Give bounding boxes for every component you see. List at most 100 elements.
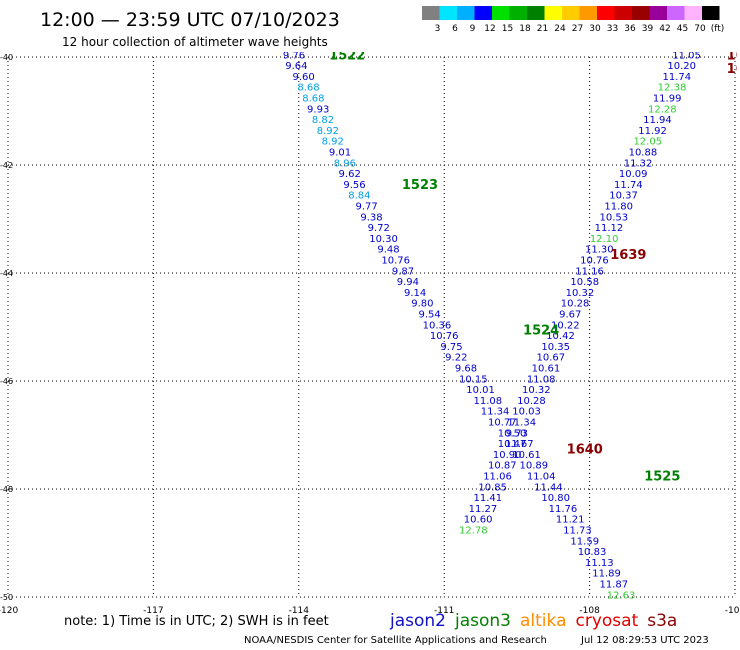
- swh-value: 10.32: [522, 385, 551, 396]
- swh-value: 9.48: [377, 245, 399, 256]
- swh-value: 9.94: [397, 277, 419, 288]
- swh-value: 11.08: [473, 396, 502, 407]
- swh-value: 11.04: [527, 472, 556, 483]
- swh-value: 11.16: [575, 266, 604, 277]
- swh-value: 11.08: [527, 374, 556, 385]
- swh-value: 10.50: [498, 428, 527, 439]
- swh-value: 9.62: [339, 169, 361, 180]
- swh-value: 11.06: [483, 472, 512, 483]
- color-scale-legend: 3 6 9 12 15 18 21 24 27 30 33 36 39 42 45 70 (ft): [422, 6, 724, 34]
- swh-value: 9.38: [360, 212, 382, 223]
- satellite-jason2: jason2: [389, 611, 446, 631]
- swh-value: 11.32: [624, 158, 653, 169]
- track-label: 1522: [329, 48, 365, 63]
- track-label: 1524: [523, 324, 559, 339]
- scale-swatch: [702, 6, 720, 20]
- scale-label: 39: [642, 24, 654, 34]
- scale-label: 70: [694, 24, 706, 34]
- swh-value: 10.76: [580, 256, 609, 267]
- swh-value: 11.30: [585, 245, 614, 256]
- scale-swatch: [614, 6, 632, 20]
- swh-value: 10.76: [430, 331, 459, 342]
- swh-value: 10.61: [532, 364, 561, 375]
- scale-swatch: [527, 6, 545, 20]
- swh-value: 9.75: [440, 342, 462, 353]
- swh-value: 10.03: [512, 407, 541, 418]
- swh-value: 10.90: [493, 450, 522, 461]
- track-label: 1639: [610, 248, 646, 263]
- swh-value: 10.88: [629, 148, 658, 159]
- swh-value: 8.96: [334, 158, 356, 169]
- swh-value: 11.67: [505, 439, 534, 450]
- swh-value: 10.09: [619, 169, 648, 180]
- swh-value: 11.44: [534, 482, 563, 493]
- scale-swatch: [649, 6, 667, 20]
- swh-value: 12.05: [633, 137, 662, 148]
- footer-timestamp: Jul 12 08:29:53 UTC 2023: [580, 635, 709, 646]
- swh-value: 11.73: [563, 526, 592, 537]
- swh-value: 10.28: [561, 299, 590, 310]
- scale-label: 24: [554, 24, 566, 34]
- scale-swatch: [457, 6, 475, 20]
- footer-credit: NOAA/NESDIS Center for Satellite Applica…: [244, 635, 547, 646]
- swh-value: 9.76: [283, 50, 305, 61]
- swh-value: 9.72: [368, 223, 390, 234]
- scale-label: 27: [572, 24, 583, 34]
- scale-label: 3: [435, 24, 441, 34]
- swh-value: 11.13: [585, 558, 614, 569]
- swh-value: 10.42: [546, 331, 575, 342]
- swh-value: 10.85: [478, 482, 507, 493]
- swh-value: 11.41: [473, 493, 502, 504]
- swh-value: 11.27: [469, 504, 498, 515]
- swh-value: 10.53: [600, 212, 629, 223]
- y-tick-label: -44: [0, 269, 13, 278]
- scale-swatch: [667, 6, 685, 20]
- swh-value: 11.94: [643, 115, 672, 126]
- swh-value: 11.21: [556, 515, 585, 526]
- swh-value: 9.77: [356, 202, 378, 213]
- scale-swatch: [562, 6, 580, 20]
- y-tick-label: -48: [0, 485, 13, 494]
- swh-value: 11.34: [481, 407, 510, 418]
- track-label: 1525: [644, 470, 680, 485]
- scale-label: 45: [677, 24, 688, 34]
- y-tick-label: -50: [0, 593, 13, 602]
- swh-value: 11.74: [663, 72, 692, 83]
- track-label: 1523: [402, 178, 438, 193]
- swh-value: 10.89: [520, 461, 549, 472]
- scale-swatch: [597, 6, 615, 20]
- scale-label: 15: [502, 24, 513, 34]
- satellite-cryosat: cryosat: [576, 611, 639, 631]
- swh-value: 10.35: [541, 342, 570, 353]
- swh-value: 10.36: [423, 320, 452, 331]
- swh-value: 11.87: [600, 580, 629, 591]
- scale-swatch: [544, 6, 562, 20]
- scale-swatch: [422, 6, 440, 20]
- swh-value: 8.68: [302, 94, 324, 105]
- swh-value: 9.22: [445, 353, 467, 364]
- swh-value: 10.61: [512, 450, 541, 461]
- chart-title: 12:00 — 23:59 UTC 07/10/2023: [40, 9, 340, 31]
- swh-value: 11.99: [653, 94, 682, 105]
- scale-label: 6: [452, 24, 458, 34]
- scale-swatch: [474, 6, 492, 20]
- y-tick-label: -46: [0, 377, 13, 386]
- footer-note: note: 1) Time is in UTC; 2) SWH is in fe…: [64, 614, 329, 629]
- swh-value: 9.67: [559, 310, 581, 321]
- track-label: 1637: [727, 48, 740, 63]
- swh-value: 10.22: [551, 320, 580, 331]
- swh-value: 9.80: [411, 299, 433, 310]
- swh-value: 11.34: [507, 418, 536, 429]
- swh-value: 10.28: [517, 396, 546, 407]
- scale-swatch: [579, 6, 597, 20]
- swh-value: 9.56: [343, 180, 365, 191]
- swh-value: 11.80: [604, 202, 633, 213]
- swh-value: 9.93: [307, 104, 329, 115]
- x-tick-label: -108: [579, 606, 600, 616]
- satellite-legend: jason2 jason3 altika cryosat s3a: [389, 611, 677, 631]
- swh-value: 9.87: [392, 266, 414, 277]
- swh-value: 10.67: [537, 353, 566, 364]
- swh-value: 8.68: [297, 83, 319, 94]
- swh-value: 10.80: [541, 493, 570, 504]
- chart-subtitle: 12 hour collection of altimeter wave hei…: [62, 35, 328, 49]
